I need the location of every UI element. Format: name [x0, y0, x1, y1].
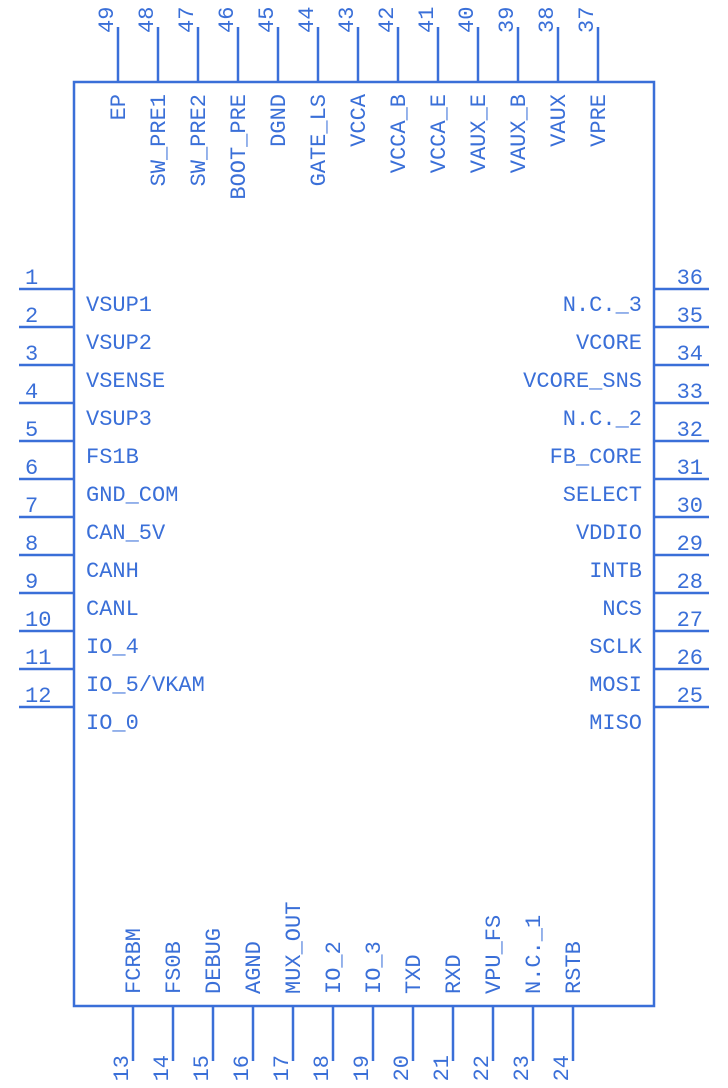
pin-label: VCCA_E	[427, 94, 452, 173]
pin-label: EP	[107, 94, 132, 120]
pin-number: 13	[110, 1055, 135, 1081]
pin-label: CANL	[86, 597, 139, 622]
pin-label: AGND	[242, 941, 267, 994]
pin-number: 1	[25, 266, 38, 291]
pin-number: 30	[677, 494, 703, 519]
pin-number: 40	[455, 7, 480, 33]
pin-label: IO_2	[322, 941, 347, 994]
pin-number: 39	[495, 7, 520, 33]
pin-label: VAUX	[547, 94, 572, 147]
pin-label: IO_3	[362, 941, 387, 994]
pin-label: GATE_LS	[307, 94, 332, 186]
pin-number: 5	[25, 418, 38, 443]
pin-number: 33	[677, 380, 703, 405]
ic-pinout-diagram: 1 VSUP1 2 VSUP2 3 VSENSE 4 VSUP3 5 FS1B 6 GND_COM 7 C…	[0, 0, 728, 1088]
pin-label: CAN_5V	[86, 521, 166, 546]
pin-label: IO_5/VKAM	[86, 673, 205, 698]
pin-label: VAUX_E	[467, 94, 492, 173]
pin-label: FS1B	[86, 445, 139, 470]
pin-label: VDDIO	[576, 521, 642, 546]
pin-label: N.C._3	[563, 293, 642, 318]
pin-number: 6	[25, 456, 38, 481]
pin-label: VSUP2	[86, 331, 152, 356]
pin-number: 22	[470, 1055, 495, 1081]
pin-number: 35	[677, 304, 703, 329]
pin-label: VSUP1	[86, 293, 152, 318]
pin-number: 37	[575, 7, 600, 33]
pin-label: RXD	[442, 954, 467, 994]
pin-number: 18	[310, 1055, 335, 1081]
pin-number: 16	[230, 1055, 255, 1081]
pin-label: IO_4	[86, 635, 139, 660]
pin-label: SW_PRE1	[147, 94, 172, 186]
pin-number: 15	[190, 1055, 215, 1081]
pin-label: VCORE	[576, 331, 642, 356]
pin-number: 20	[390, 1055, 415, 1081]
pin-label: N.C._2	[563, 407, 642, 432]
pin-label: MISO	[589, 711, 642, 736]
pin-number: 34	[677, 342, 703, 367]
pin-number: 47	[175, 7, 200, 33]
pin-label: VSUP3	[86, 407, 152, 432]
pin-label: VPRE	[587, 94, 612, 147]
pin-label: SELECT	[563, 483, 642, 508]
pin-number: 2	[25, 304, 38, 329]
pin-number: 38	[535, 7, 560, 33]
pin-number: 31	[677, 456, 703, 481]
pin-label: VSENSE	[86, 369, 165, 394]
pin-number: 8	[25, 532, 38, 557]
pin-number: 10	[25, 608, 51, 633]
pin-number: 24	[550, 1055, 575, 1081]
pin-number: 45	[255, 7, 280, 33]
pin-number: 44	[295, 7, 320, 33]
pin-label: FCRBM	[122, 928, 147, 994]
pin-number: 41	[415, 7, 440, 33]
pin-number: 49	[95, 7, 120, 33]
pin-number: 28	[677, 570, 703, 595]
pin-number: 3	[25, 342, 38, 367]
pin-number: 11	[25, 646, 51, 671]
pin-label: INTB	[589, 559, 642, 584]
pin-number: 29	[677, 532, 703, 557]
pin-label: VAUX_B	[507, 94, 532, 173]
pin-number: 4	[25, 380, 38, 405]
pin-label: DGND	[267, 94, 292, 147]
pin-number: 48	[135, 7, 160, 33]
pin-number: 26	[677, 646, 703, 671]
pin-number: 36	[677, 266, 703, 291]
pin-number: 27	[677, 608, 703, 633]
pin-number: 21	[430, 1055, 455, 1081]
pin-number: 19	[350, 1055, 375, 1081]
pin-number: 23	[510, 1055, 535, 1081]
pin-number: 9	[25, 570, 38, 595]
pin-label: VCCA	[347, 93, 372, 147]
pin-label: FS0B	[162, 941, 187, 994]
pin-number: 12	[25, 684, 51, 709]
pin-label: GND_COM	[86, 483, 178, 508]
pin-label: VCORE_SNS	[523, 369, 642, 394]
pin-number: 14	[150, 1055, 175, 1081]
pin-label: IO_0	[86, 711, 139, 736]
pin-label: MUX_OUT	[282, 902, 307, 994]
pin-label: CANH	[86, 559, 139, 584]
pin-label: N.C._1	[522, 915, 547, 994]
pin-label: NCS	[602, 597, 642, 622]
pin-number: 32	[677, 418, 703, 443]
pin-number: 25	[677, 684, 703, 709]
pin-number: 7	[25, 494, 38, 519]
pin-number: 42	[375, 7, 400, 33]
pin-label: SCLK	[589, 635, 643, 660]
pin-label: DEBUG	[202, 928, 227, 994]
pin-label: MOSI	[589, 673, 642, 698]
pin-label: VCCA_B	[387, 94, 412, 173]
pin-label: VPU_FS	[482, 915, 507, 994]
pin-label: FB_CORE	[550, 445, 642, 470]
pin-number: 43	[335, 7, 360, 33]
pin-number: 46	[215, 7, 240, 33]
pin-label: SW_PRE2	[187, 94, 212, 186]
pin-label: RSTB	[562, 941, 587, 994]
pin-number: 17	[270, 1055, 295, 1081]
pin-label: TXD	[402, 954, 427, 994]
pin-label: BOOT_PRE	[227, 94, 252, 200]
